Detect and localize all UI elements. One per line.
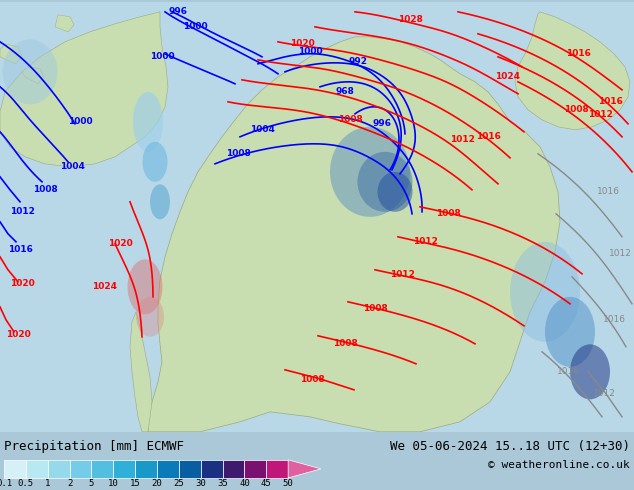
- Ellipse shape: [570, 344, 610, 399]
- Text: 30: 30: [195, 479, 206, 488]
- Text: 1012: 1012: [593, 390, 616, 398]
- Text: 1024: 1024: [93, 282, 117, 292]
- Text: 1000: 1000: [183, 23, 207, 31]
- Bar: [179, 460, 201, 478]
- Text: 996: 996: [169, 7, 188, 16]
- Text: 1012: 1012: [10, 207, 34, 216]
- Bar: [245, 460, 266, 478]
- Text: 1016: 1016: [598, 98, 623, 106]
- Bar: [113, 460, 135, 478]
- Bar: [135, 460, 157, 478]
- Ellipse shape: [545, 297, 595, 367]
- Bar: [266, 460, 288, 478]
- Text: 1008: 1008: [333, 339, 358, 348]
- Ellipse shape: [3, 39, 58, 104]
- Text: 1016: 1016: [557, 368, 579, 376]
- Polygon shape: [22, 67, 44, 84]
- Text: 0.1: 0.1: [0, 479, 12, 488]
- Ellipse shape: [358, 152, 413, 212]
- Text: 968: 968: [335, 87, 354, 97]
- Text: 1012: 1012: [588, 110, 612, 120]
- Ellipse shape: [510, 242, 580, 342]
- Text: 1008: 1008: [32, 185, 57, 195]
- Text: 1012: 1012: [389, 270, 415, 279]
- Polygon shape: [288, 460, 321, 478]
- Text: 5: 5: [89, 479, 94, 488]
- Text: 992: 992: [349, 57, 368, 66]
- Text: 1024: 1024: [496, 73, 521, 81]
- Ellipse shape: [330, 127, 410, 217]
- Text: 20: 20: [152, 479, 162, 488]
- Bar: [70, 460, 91, 478]
- Text: 1020: 1020: [6, 330, 30, 339]
- Ellipse shape: [150, 184, 170, 220]
- Text: 1016: 1016: [476, 132, 500, 141]
- Ellipse shape: [127, 259, 162, 314]
- Text: 1004: 1004: [250, 125, 275, 134]
- Text: 1008: 1008: [338, 115, 363, 124]
- Polygon shape: [0, 12, 168, 167]
- Text: 996: 996: [373, 120, 392, 128]
- Text: 1008: 1008: [363, 304, 387, 313]
- Text: 1000: 1000: [68, 117, 93, 126]
- Text: 1012: 1012: [609, 249, 631, 258]
- Bar: [201, 460, 223, 478]
- Polygon shape: [130, 312, 152, 432]
- Text: 2: 2: [67, 479, 72, 488]
- Text: 1000: 1000: [150, 52, 174, 61]
- Bar: [157, 460, 179, 478]
- Text: 1004: 1004: [60, 162, 84, 171]
- Text: 45: 45: [261, 479, 271, 488]
- Ellipse shape: [133, 92, 163, 152]
- Text: 1016: 1016: [602, 316, 626, 324]
- Polygon shape: [55, 15, 74, 32]
- Ellipse shape: [136, 297, 164, 337]
- Text: 1000: 1000: [298, 48, 322, 56]
- Text: 1016: 1016: [566, 49, 590, 58]
- Text: 40: 40: [239, 479, 250, 488]
- Text: 1020: 1020: [290, 39, 314, 49]
- Text: 1008: 1008: [300, 375, 325, 384]
- Text: 1: 1: [45, 479, 50, 488]
- Text: 0.5: 0.5: [18, 479, 34, 488]
- Text: 1020: 1020: [108, 239, 133, 248]
- Text: 25: 25: [174, 479, 184, 488]
- Bar: [26, 460, 48, 478]
- Text: 1016: 1016: [597, 187, 619, 196]
- Text: 1012: 1012: [413, 237, 437, 246]
- Text: © weatheronline.co.uk: © weatheronline.co.uk: [488, 460, 630, 470]
- Text: 1028: 1028: [398, 15, 422, 24]
- Bar: [91, 460, 113, 478]
- Text: 1016: 1016: [8, 245, 32, 254]
- Polygon shape: [148, 37, 560, 432]
- Text: 1008: 1008: [226, 149, 250, 158]
- Ellipse shape: [377, 172, 413, 212]
- Text: We 05-06-2024 15..18 UTC (12+30): We 05-06-2024 15..18 UTC (12+30): [390, 440, 630, 453]
- Polygon shape: [515, 12, 630, 130]
- Text: 15: 15: [130, 479, 141, 488]
- Bar: [223, 460, 245, 478]
- Text: 1008: 1008: [564, 105, 588, 114]
- Text: 1012: 1012: [450, 135, 474, 145]
- Text: 1020: 1020: [10, 279, 34, 288]
- Ellipse shape: [143, 142, 167, 182]
- Polygon shape: [0, 44, 22, 64]
- Text: 50: 50: [283, 479, 294, 488]
- Bar: [48, 460, 70, 478]
- Bar: [4, 460, 26, 478]
- Text: 1008: 1008: [436, 209, 460, 219]
- Text: Precipitation [mm] ECMWF: Precipitation [mm] ECMWF: [4, 440, 184, 453]
- Text: 35: 35: [217, 479, 228, 488]
- Text: 10: 10: [108, 479, 119, 488]
